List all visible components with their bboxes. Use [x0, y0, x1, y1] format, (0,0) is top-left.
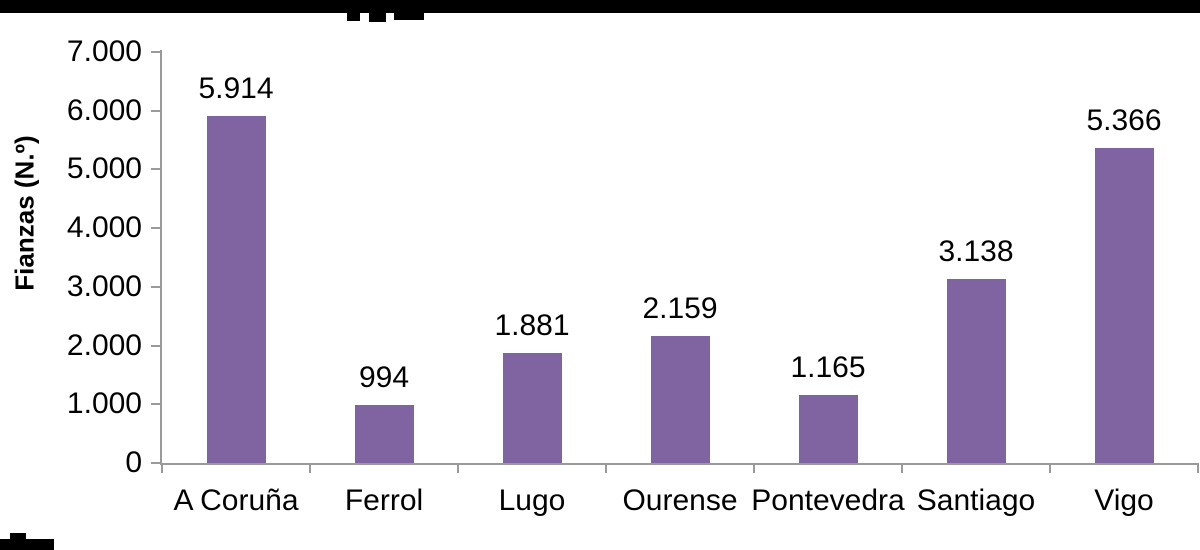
y-axis-tick	[151, 462, 161, 464]
data-label: 1.881	[494, 308, 570, 342]
y-axis-tick	[151, 168, 161, 171]
y-axis-tick-label: 5.000	[66, 152, 142, 186]
y-axis-tick	[151, 285, 161, 288]
x-axis-tick	[309, 463, 311, 473]
y-axis-tick	[151, 403, 161, 406]
top-crop-fragment	[394, 12, 424, 20]
y-axis-tick-label: 6.000	[66, 93, 142, 127]
category-label: Lugo	[498, 484, 566, 517]
bar	[206, 115, 266, 463]
data-label: 2.159	[642, 292, 718, 326]
y-axis-tick	[151, 109, 161, 112]
x-axis-tick	[161, 463, 163, 473]
y-axis-tick-label: 4.000	[66, 211, 142, 245]
y-axis-tick-label: 1.000	[66, 387, 142, 421]
bar	[946, 278, 1006, 463]
bottom-left-crop-artifact	[0, 539, 54, 550]
y-axis-line	[160, 50, 162, 465]
category-label: A Coruña	[173, 484, 299, 517]
y-axis-tick	[151, 344, 161, 347]
y-axis-tick-label: 7.000	[66, 35, 142, 68]
x-axis-tick	[753, 463, 755, 473]
y-axis-tick-label: 2.000	[66, 328, 142, 362]
data-label: 3.138	[938, 234, 1014, 268]
x-axis-tick	[1197, 463, 1199, 473]
bar	[354, 404, 414, 463]
bar	[798, 394, 858, 463]
bottom-left-crop-fragment	[10, 533, 26, 540]
category-label: Pontevedra	[751, 484, 905, 517]
x-axis-tick	[457, 463, 459, 473]
bar	[1094, 147, 1154, 463]
category-label: Vigo	[1094, 484, 1154, 517]
top-crop-fragment	[369, 12, 386, 22]
y-axis-tick-label: 0	[125, 446, 142, 479]
category-label: Ourense	[622, 484, 738, 517]
top-crop-fragment	[347, 12, 360, 21]
x-axis-tick	[1049, 463, 1051, 473]
data-label: 1.165	[790, 350, 866, 384]
data-label: 994	[358, 360, 410, 394]
data-label: 5.366	[1086, 103, 1162, 137]
bar	[502, 352, 562, 463]
x-axis-tick	[605, 463, 607, 473]
y-axis-tick	[151, 51, 161, 53]
top-crop-artifact	[0, 0, 1200, 13]
bar	[650, 336, 710, 463]
y-axis-tick	[151, 227, 161, 230]
data-label: 5.914	[198, 71, 274, 105]
category-label: Santiago	[916, 484, 1036, 517]
category-label: Ferrol	[344, 484, 424, 517]
y-axis-tick-label: 3.000	[66, 269, 142, 303]
x-axis-line	[160, 463, 1198, 465]
x-axis-tick	[901, 463, 903, 473]
